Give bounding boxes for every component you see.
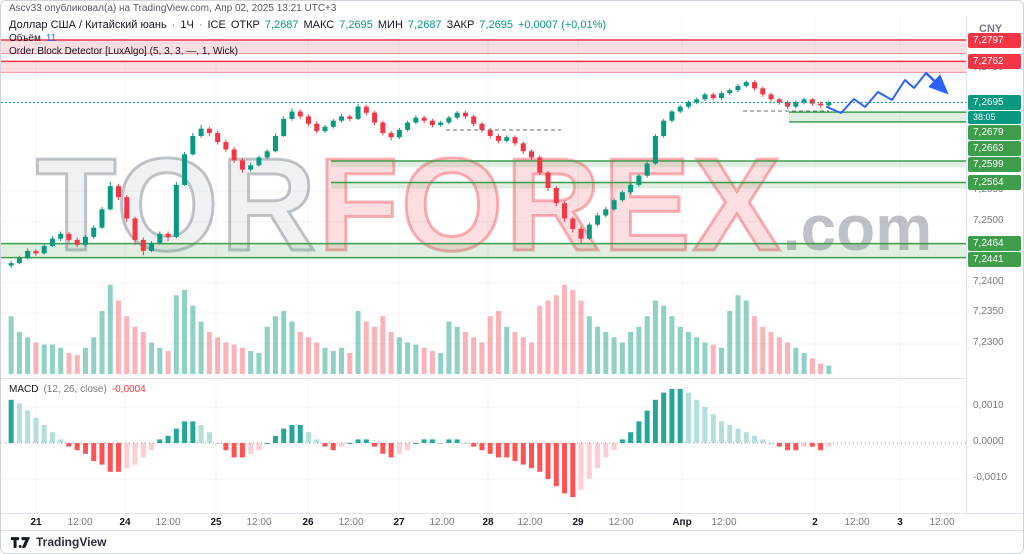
close-value: 7,2695 <box>479 19 513 31</box>
time-label-day: 3 <box>897 517 903 528</box>
macd-params: (12, 26, close) <box>43 384 107 395</box>
time-label-day: Апр <box>672 517 692 528</box>
time-label-day: 28 <box>482 517 494 528</box>
change-value: +0,0007 (+0,01%) <box>517 19 607 31</box>
published-line: Ascv33 опубликовал(а) на TradingView.com… <box>1 1 1023 17</box>
macd-histogram <box>8 389 832 497</box>
axis-tick-72400: 7,2400 <box>973 275 1004 287</box>
time-label-day: 26 <box>302 517 314 528</box>
price-label-sup: 7,2564 <box>968 174 1021 190</box>
macd-value: -0,0004 <box>111 384 146 395</box>
time-label-hour: 12:00 <box>246 517 272 528</box>
price-chart[interactable] <box>1 15 967 513</box>
time-label-day: 27 <box>393 517 405 528</box>
price-label-res: 7,2797 <box>968 32 1021 48</box>
price-label-sup: 7,2464 <box>968 236 1021 252</box>
time-label-hour: 12:00 <box>711 517 737 528</box>
axis-tick-72500: 7,2500 <box>973 214 1004 226</box>
time-label-hour: 12:00 <box>155 517 181 528</box>
price-label-sup: 7,2679 <box>968 124 1021 140</box>
currency-label: CNY <box>979 23 1003 35</box>
symbol-legend[interactable]: Доллар США / Китайский юань · 1Ч · ICE О… <box>9 19 606 31</box>
volume-bars <box>8 284 832 374</box>
low-value: 7,2687 <box>407 19 442 31</box>
dashed-levels <box>446 110 829 131</box>
price-label-sup: 7,2663 <box>968 140 1021 156</box>
open-label: ОТКР <box>230 19 260 31</box>
low-label: МИН <box>377 19 403 31</box>
gridlines <box>1 15 967 513</box>
close-label: ЗАКР <box>446 19 475 31</box>
high-label: МАКС <box>303 19 335 31</box>
time-label-day: 25 <box>210 517 222 528</box>
axis-tick-macd-00000: 0,0000 <box>973 436 1004 447</box>
axis-tick-72350: 7,2350 <box>973 306 1004 318</box>
time-label-day: 24 <box>119 517 131 528</box>
time-label-day: 2 <box>812 517 818 528</box>
time-label-hour: 12:00 <box>517 517 543 528</box>
price-axis[interactable]: CNY 7,27507,25507,25007,24007,23507,2300… <box>966 15 1023 513</box>
time-label-hour: 12:00 <box>608 517 634 528</box>
time-label-hour: 12:00 <box>844 517 870 528</box>
countdown-label: 38:05 <box>968 110 1021 124</box>
price-label-last: 7,2695 <box>968 94 1021 110</box>
separator: · <box>198 19 203 31</box>
time-label-day: 29 <box>572 517 584 528</box>
price-label-sup: 7,2441 <box>968 252 1021 268</box>
time-label-hour: 12:00 <box>338 517 364 528</box>
time-label-hour: 12:00 <box>429 517 455 528</box>
time-label-hour: 12:00 <box>67 517 93 528</box>
price-label-sup: 7,2599 <box>968 156 1021 172</box>
candles <box>8 80 832 269</box>
time-label-day: 21 <box>30 517 42 528</box>
brand-name[interactable]: TradingView <box>36 535 107 549</box>
volume-label: Объём <box>9 33 41 44</box>
order-block-levels <box>1 39 967 259</box>
axis-tick-72300: 7,2300 <box>973 336 1004 348</box>
timeframe[interactable]: 1Ч <box>180 19 194 31</box>
macd-label: MACD <box>9 384 39 395</box>
footer: TradingView <box>1 530 1023 553</box>
symbol-title[interactable]: Доллар США / Китайский юань <box>9 19 167 31</box>
high-value: 7,2695 <box>339 19 373 31</box>
volume-legend[interactable]: Объём 11 <box>9 33 56 44</box>
separator: · <box>171 19 176 31</box>
open-value: 7,2687 <box>264 19 299 31</box>
time-label-hour: 12:00 <box>929 517 955 528</box>
volume-value: 11 <box>45 33 57 44</box>
macd-legend[interactable]: MACD (12, 26, close) -0,0004 <box>9 384 146 395</box>
indicator-legend[interactable]: Order Block Detector [LuxAlgo] (5, 3, 3,… <box>9 46 238 57</box>
exchange: ICE <box>207 19 226 31</box>
tradingview-logo[interactable] <box>11 536 30 549</box>
projection-arrow[interactable] <box>826 72 949 114</box>
price-label-res: 7,2762 <box>968 53 1021 69</box>
axis-tick-macd-00010: 0,0010 <box>973 400 1004 411</box>
axis-tick-macd-00010: -0,0010 <box>973 472 1007 483</box>
time-axis[interactable]: 21 12:00 24 12:00 25 12:00 26 12:00 27 12:00 28 12:… <box>1 513 1023 533</box>
indicator-title: Order Block Detector [LuxAlgo] (5, 3, 3,… <box>9 46 238 57</box>
